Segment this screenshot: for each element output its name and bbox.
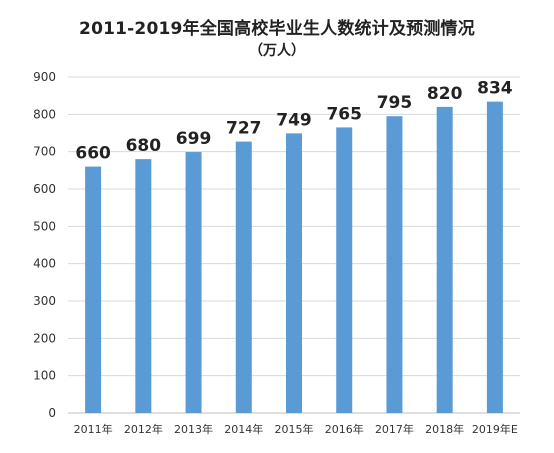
x-tick-label: 2016年 (325, 422, 364, 436)
y-tick-label: 0 (48, 406, 56, 420)
x-tick-label: 2011年 (74, 422, 113, 436)
data-label: 834 (477, 79, 513, 99)
x-tick-label: 2013年 (174, 422, 213, 436)
x-tick-label: 2015年 (275, 422, 314, 436)
y-tick-label: 500 (33, 219, 56, 233)
bar (386, 116, 403, 413)
y-tick-label: 100 (33, 369, 56, 383)
data-label: 727 (226, 119, 262, 139)
y-tick-label: 400 (33, 257, 56, 271)
x-tick-label: 2018年 (425, 422, 464, 436)
data-label: 749 (276, 110, 312, 130)
bar (135, 159, 152, 413)
data-label: 699 (176, 129, 212, 149)
chart-title: 2011-2019年全国高校毕业生人数统计及预测情况 (79, 19, 475, 39)
data-label: 680 (126, 136, 162, 156)
data-label: 820 (427, 84, 463, 104)
bar (486, 101, 503, 413)
x-tick-label: 2014年 (224, 422, 263, 436)
y-tick-label: 900 (33, 70, 56, 84)
data-label: 795 (377, 93, 413, 113)
bar (336, 127, 353, 414)
bar (185, 152, 202, 414)
y-tick-label: 800 (33, 107, 56, 121)
data-label: 765 (326, 104, 362, 124)
y-tick-label: 700 (33, 145, 56, 159)
bar (235, 141, 252, 413)
y-tick-label: 600 (33, 182, 56, 196)
data-label: 660 (75, 144, 111, 164)
y-tick-label: 200 (33, 331, 56, 345)
bar (85, 166, 102, 413)
y-tick-label: 300 (33, 294, 56, 308)
x-tick-label: 2012年 (124, 422, 163, 436)
x-tick-label: 2017年 (375, 422, 414, 436)
bar (436, 106, 453, 413)
chart-subtitle: （万人） (249, 43, 305, 59)
bar (286, 133, 302, 413)
x-tick-label: 2019年E (472, 422, 518, 436)
